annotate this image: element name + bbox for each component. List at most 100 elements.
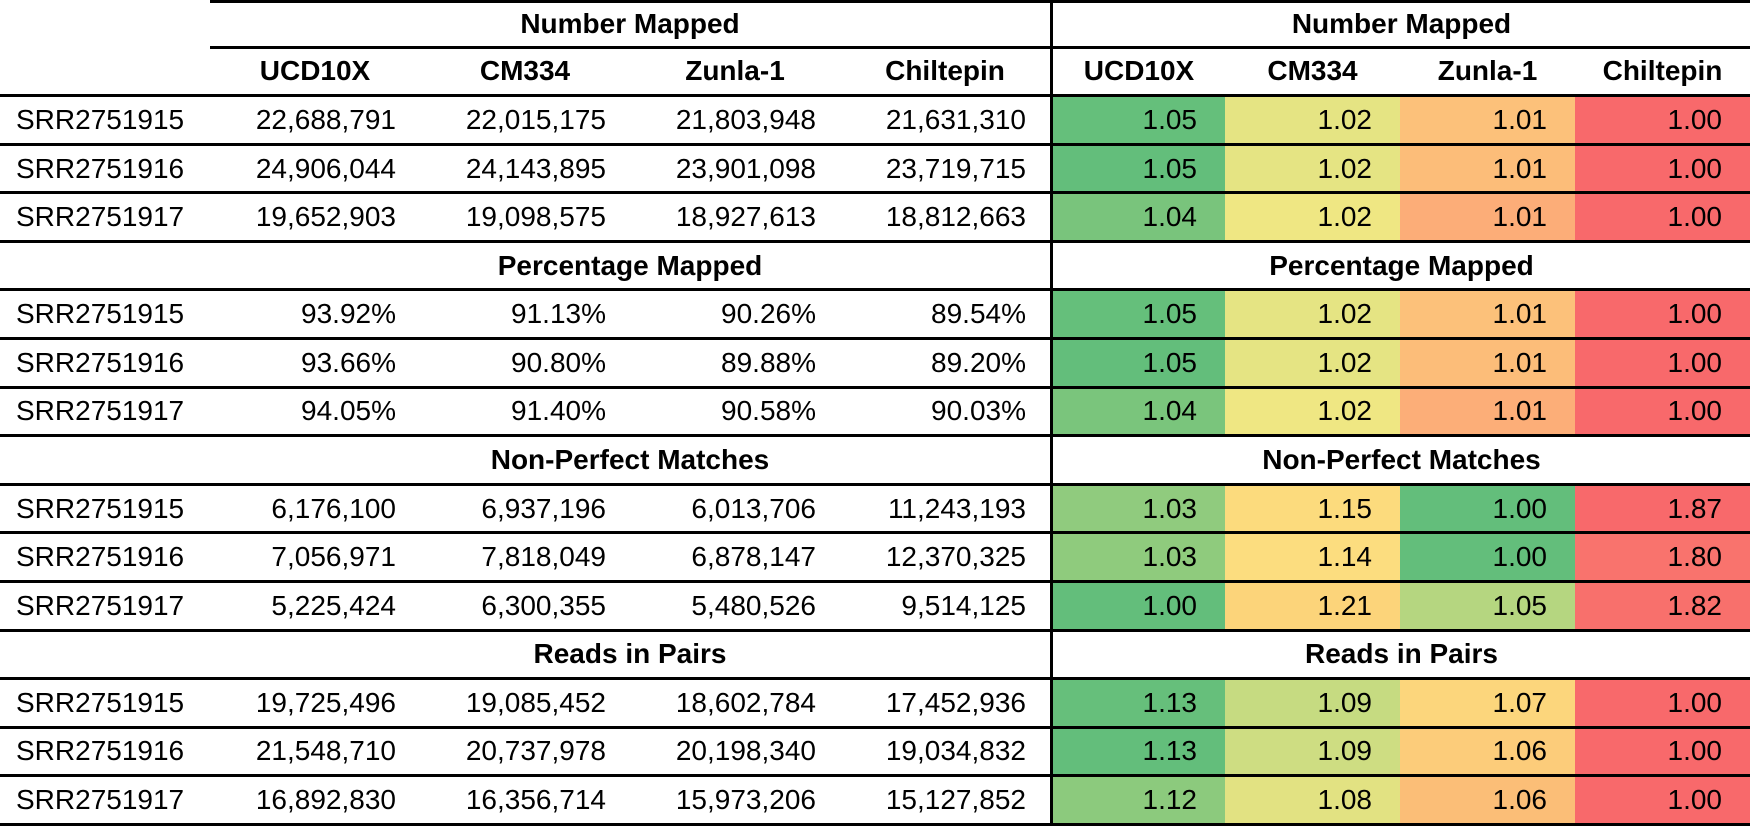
- section-title-right: Percentage Mapped: [1050, 242, 1750, 292]
- ratio-heatmap-cell: 1.02: [1225, 388, 1400, 438]
- value-cell: 93.66%: [210, 340, 420, 389]
- value-cell: 19,034,832: [840, 729, 1050, 778]
- value-cell: 24,143,895: [420, 146, 630, 195]
- section-title-right: Reads in Pairs: [1050, 631, 1750, 681]
- value-cell: 91.13%: [420, 291, 630, 341]
- ratio-heatmap-cell: 1.02: [1225, 291, 1400, 341]
- value-cell: 11,243,193: [840, 486, 1050, 535]
- ratio-heatmap-cell: 1.02: [1225, 340, 1400, 389]
- ratio-heatmap-cell: 1.80: [1575, 534, 1750, 583]
- row-label-spacer: [0, 632, 210, 681]
- ratio-heatmap-cell: 1.03: [1050, 485, 1225, 535]
- section-title-right: Number Mapped: [1050, 0, 1750, 49]
- ratio-heatmap-cell: 1.00: [1575, 97, 1750, 146]
- value-cell: 22,688,791: [210, 97, 420, 146]
- ratio-heatmap-cell: 1.08: [1225, 777, 1400, 826]
- ratio-heatmap-cell: 1.05: [1400, 582, 1575, 632]
- value-cell: 18,812,663: [840, 194, 1050, 243]
- ratio-heatmap-cell: 1.01: [1400, 340, 1575, 389]
- value-cell: 19,098,575: [420, 194, 630, 243]
- row-label: SRR2751917: [0, 194, 210, 243]
- value-cell: 90.58%: [630, 389, 840, 438]
- value-cell: 94.05%: [210, 389, 420, 438]
- value-cell: 6,937,196: [420, 486, 630, 535]
- value-cell: 21,548,710: [210, 729, 420, 778]
- value-cell: 22,015,175: [420, 97, 630, 146]
- ratio-heatmap-cell: 1.00: [1400, 534, 1575, 583]
- value-cell: 18,927,613: [630, 194, 840, 243]
- ratio-heatmap-cell: 1.09: [1225, 680, 1400, 729]
- ratio-heatmap-cell: 1.14: [1225, 534, 1400, 583]
- row-label: SRR2751917: [0, 583, 210, 632]
- value-cell: 5,480,526: [630, 583, 840, 632]
- ratio-heatmap-cell: 1.01: [1400, 291, 1575, 341]
- ratio-heatmap-cell: 1.09: [1225, 728, 1400, 778]
- value-cell: 89.88%: [630, 340, 840, 389]
- row-label: SRR2751916: [0, 340, 210, 389]
- column-header-spacer: [0, 49, 210, 98]
- ratio-heatmap-cell: 1.82: [1575, 582, 1750, 632]
- ratio-heatmap-cell: 1.00: [1575, 194, 1750, 243]
- row-label: SRR2751915: [0, 680, 210, 729]
- ratio-heatmap-cell: 1.00: [1575, 728, 1750, 778]
- row-label: SRR2751916: [0, 146, 210, 195]
- ratio-heatmap-cell: 1.01: [1400, 97, 1575, 146]
- ratio-heatmap-cell: 1.02: [1225, 145, 1400, 195]
- row-label: SRR2751917: [0, 389, 210, 438]
- ratio-heatmap-cell: 1.01: [1400, 194, 1575, 243]
- value-cell: 23,719,715: [840, 146, 1050, 195]
- ratio-heatmap-cell: 1.13: [1050, 680, 1225, 729]
- value-cell: 16,356,714: [420, 777, 630, 826]
- row-label: SRR2751915: [0, 291, 210, 341]
- ratio-heatmap-cell: 1.01: [1400, 145, 1575, 195]
- ratio-column-header: CM334: [1225, 49, 1400, 98]
- value-cell: 89.20%: [840, 340, 1050, 389]
- row-label: SRR2751915: [0, 486, 210, 535]
- column-header: CM334: [420, 49, 630, 98]
- row-label: SRR2751916: [0, 729, 210, 778]
- value-cell: 93.92%: [210, 291, 420, 341]
- value-cell: 20,198,340: [630, 729, 840, 778]
- ratio-heatmap-cell: 1.02: [1225, 97, 1400, 146]
- value-cell: 6,013,706: [630, 486, 840, 535]
- value-cell: 19,085,452: [420, 680, 630, 729]
- ratio-heatmap-cell: 1.05: [1050, 145, 1225, 195]
- section-title-left: Non-Perfect Matches: [210, 437, 1050, 486]
- value-cell: 5,225,424: [210, 583, 420, 632]
- ratio-heatmap-cell: 1.13: [1050, 728, 1225, 778]
- ratio-heatmap-cell: 1.00: [1050, 582, 1225, 632]
- value-cell: 19,652,903: [210, 194, 420, 243]
- value-cell: 90.80%: [420, 340, 630, 389]
- column-header: UCD10X: [210, 49, 420, 98]
- column-header: Chiltepin: [840, 49, 1050, 98]
- ratio-heatmap-cell: 1.06: [1400, 728, 1575, 778]
- value-cell: 23,901,098: [630, 146, 840, 195]
- row-label-spacer: [0, 0, 210, 49]
- ratio-heatmap-cell: 1.15: [1225, 485, 1400, 535]
- value-cell: 12,370,325: [840, 534, 1050, 583]
- value-cell: 7,818,049: [420, 534, 630, 583]
- row-label-spacer: [0, 243, 210, 292]
- ratio-heatmap-cell: 1.12: [1050, 777, 1225, 826]
- row-label: SRR2751917: [0, 777, 210, 826]
- section-title-left: Number Mapped: [210, 0, 1050, 49]
- value-cell: 6,300,355: [420, 583, 630, 632]
- value-cell: 21,803,948: [630, 97, 840, 146]
- value-cell: 24,906,044: [210, 146, 420, 195]
- ratio-heatmap-cell: 1.00: [1575, 777, 1750, 826]
- ratio-column-header: UCD10X: [1050, 48, 1225, 98]
- ratio-heatmap-cell: 1.87: [1575, 485, 1750, 535]
- ratio-heatmap-cell: 1.05: [1050, 340, 1225, 389]
- section-title-left: Reads in Pairs: [210, 632, 1050, 681]
- row-label-spacer: [0, 437, 210, 486]
- ratio-heatmap-cell: 1.00: [1575, 145, 1750, 195]
- value-cell: 15,973,206: [630, 777, 840, 826]
- ratio-heatmap-cell: 1.05: [1050, 291, 1225, 341]
- value-cell: 20,737,978: [420, 729, 630, 778]
- column-header: Zunla-1: [630, 49, 840, 98]
- value-cell: 7,056,971: [210, 534, 420, 583]
- ratio-heatmap-cell: 1.04: [1050, 388, 1225, 438]
- ratio-heatmap-cell: 1.00: [1575, 291, 1750, 341]
- value-cell: 89.54%: [840, 291, 1050, 341]
